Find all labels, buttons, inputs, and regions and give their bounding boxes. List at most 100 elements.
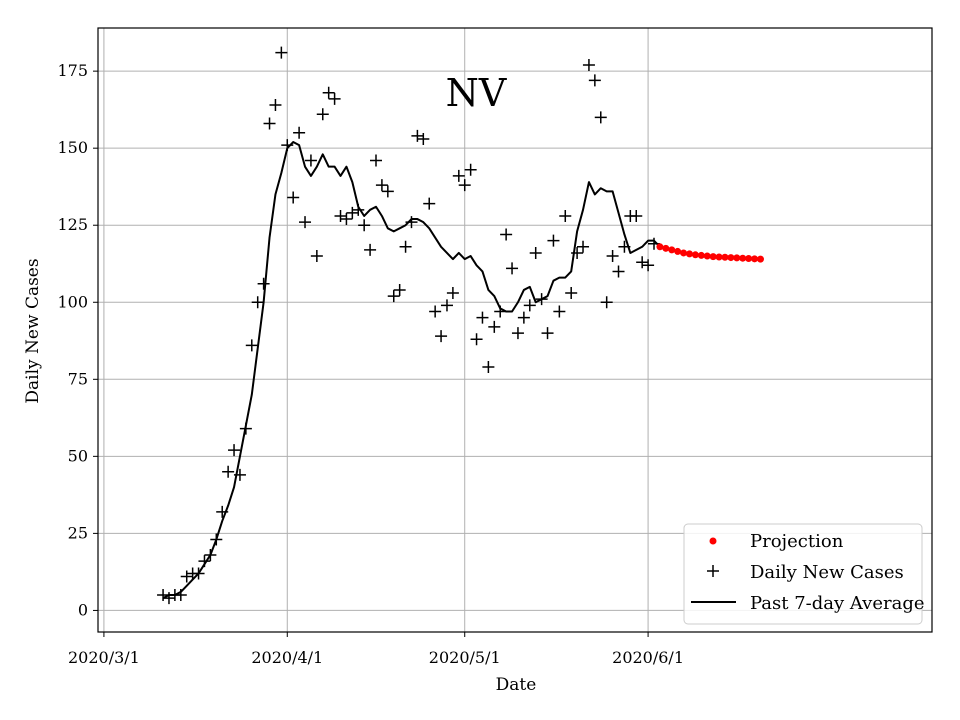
daily-point-35 — [364, 243, 377, 256]
projection-series — [656, 243, 764, 263]
y-tick-label-125: 125 — [57, 215, 88, 234]
daily-point-13 — [233, 468, 246, 481]
daily-point-59 — [506, 262, 519, 275]
daily-point-19 — [269, 99, 282, 112]
daily-point-17 — [257, 277, 270, 290]
daily-point-0 — [157, 589, 170, 602]
projection-point-11 — [721, 253, 729, 261]
daily-point-78 — [618, 240, 631, 253]
axis-ticks: 0 25 50 75 100 125 150 175 2020/3/1 2020/4/1 2020/… — [57, 61, 684, 667]
daily-point-31 — [340, 213, 353, 226]
projection-point-0 — [656, 243, 664, 251]
daily-point-61 — [517, 311, 530, 324]
daily-point-73 — [588, 74, 601, 87]
x-tick-label-1: 2020/4/1 — [251, 648, 323, 667]
x-axis-title: Date — [496, 675, 537, 695]
daily-point-72 — [582, 58, 595, 71]
daily-point-51 — [458, 179, 471, 192]
daily-point-37 — [375, 179, 388, 192]
projection-point-17 — [756, 255, 764, 263]
projection-point-16 — [751, 255, 759, 263]
daily-point-53 — [470, 333, 483, 346]
daily-point-54 — [476, 311, 489, 324]
daily-point-25 — [304, 154, 317, 167]
daily-point-1 — [162, 592, 175, 605]
daily-point-43 — [411, 129, 424, 142]
daily-point-7 — [198, 555, 211, 568]
daily-point-48 — [440, 299, 453, 312]
legend: Projection Daily New Cases Past 7-day Av… — [683, 523, 925, 625]
legend-projection-marker — [709, 537, 717, 545]
y-tick-label-100: 100 — [57, 292, 88, 311]
y-tick-label-75: 75 — [68, 369, 88, 388]
projection-point-10 — [715, 253, 723, 261]
x-tick-label-2: 2020/5/1 — [429, 648, 501, 667]
daily-point-28 — [322, 86, 335, 99]
daily-point-40 — [393, 283, 406, 296]
daily-point-10 — [216, 505, 229, 518]
daily-point-50 — [452, 169, 465, 182]
projection-point-14 — [739, 254, 747, 262]
daily-point-39 — [387, 290, 400, 303]
projection-point-6 — [691, 251, 699, 259]
daily-point-27 — [316, 108, 329, 121]
chart-title: NV — [446, 71, 507, 115]
daily-point-29 — [328, 92, 341, 105]
daily-point-23 — [293, 126, 306, 139]
legend-daily-marker — [707, 565, 719, 577]
daily-point-42 — [405, 216, 418, 229]
daily-point-82 — [642, 259, 655, 272]
average-line — [162, 141, 661, 599]
projection-point-4 — [680, 249, 688, 257]
daily-point-77 — [612, 265, 625, 278]
daily-point-49 — [446, 287, 459, 300]
daily-point-11 — [222, 465, 235, 478]
daily-point-15 — [245, 339, 258, 352]
daily-point-18 — [263, 117, 276, 130]
daily-point-46 — [429, 305, 442, 318]
y-tick-label-25: 25 — [68, 523, 88, 542]
projection-point-7 — [697, 251, 705, 259]
projection-point-5 — [685, 250, 693, 258]
daily-point-62 — [523, 299, 536, 312]
y-tick-label-150: 150 — [57, 138, 88, 157]
projection-point-3 — [674, 247, 682, 255]
daily-point-68 — [559, 209, 572, 222]
daily-point-22 — [287, 191, 300, 204]
daily-point-66 — [547, 234, 560, 247]
y-axis-title: Daily New Cases — [23, 258, 43, 403]
daily-point-56 — [488, 320, 501, 333]
daily-point-83 — [648, 237, 660, 250]
daily-point-76 — [606, 250, 619, 263]
daily-point-70 — [571, 246, 584, 259]
legend-average-label: Past 7-day Average — [750, 593, 925, 614]
daily-point-81 — [636, 256, 649, 269]
daily-point-8 — [204, 548, 217, 561]
daily-point-45 — [423, 197, 436, 210]
daily-point-20 — [275, 46, 288, 59]
daily-point-32 — [346, 206, 359, 219]
legend-projection-label: Projection — [750, 531, 844, 552]
y-tick-label-0: 0 — [78, 600, 88, 619]
daily-point-80 — [630, 209, 643, 222]
projection-point-1 — [662, 244, 670, 252]
daily-point-26 — [310, 250, 323, 263]
daily-point-14 — [239, 422, 252, 435]
average-series — [162, 141, 661, 599]
daily-point-41 — [399, 240, 412, 253]
daily-point-58 — [500, 228, 513, 241]
projection-point-8 — [703, 252, 711, 260]
daily-point-63 — [529, 246, 542, 259]
daily-point-16 — [251, 296, 264, 309]
daily-point-75 — [600, 296, 613, 309]
projection-point-12 — [727, 254, 735, 262]
projection-point-15 — [745, 255, 753, 263]
daily-point-65 — [541, 327, 554, 340]
projection-point-2 — [668, 246, 676, 254]
daily-point-69 — [565, 287, 578, 300]
daily-point-57 — [494, 305, 507, 318]
grid-lines — [98, 28, 932, 632]
legend-daily-label: Daily New Cases — [750, 562, 904, 583]
y-tick-label-50: 50 — [68, 446, 88, 465]
